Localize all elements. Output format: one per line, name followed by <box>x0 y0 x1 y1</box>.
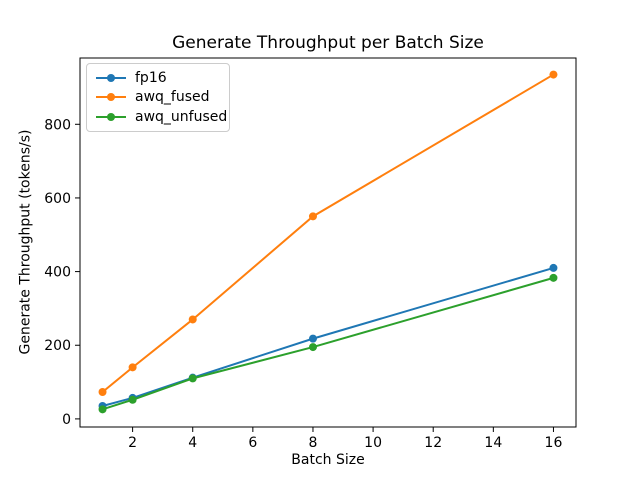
y-tick-label: 800 <box>44 117 71 133</box>
x-tick-label: 8 <box>309 435 318 451</box>
legend-label: awq_fused <box>135 89 210 106</box>
data-point-awq_unfused <box>128 395 137 404</box>
legend-label: awq_unfused <box>135 109 228 126</box>
axes-spines <box>79 57 577 428</box>
x-tick-label: 2 <box>128 435 137 451</box>
y-tick-label: 600 <box>44 191 71 207</box>
data-point-awq_fused <box>188 315 197 324</box>
x-tick-label: 16 <box>545 435 563 451</box>
legend-swatch-awq_unfused <box>96 113 126 122</box>
legend-marker-fp16 <box>107 73 115 82</box>
data-point-awq_fused <box>549 70 558 79</box>
x-tick-label: 6 <box>248 435 257 451</box>
x-tick-label: 12 <box>424 435 442 451</box>
x-tick-label: 10 <box>364 435 382 451</box>
data-point-awq_unfused <box>549 273 558 282</box>
data-point-fp16 <box>308 334 317 343</box>
legend-item-awq_unfused: awq_unfused <box>96 109 227 125</box>
data-point-awq_unfused <box>188 374 197 383</box>
chart-title: Generate Throughput per Batch Size <box>172 33 484 53</box>
x-axis-label: Batch Size <box>291 452 365 468</box>
legend: fp16 awq_fused awq_unfused <box>86 63 230 132</box>
data-point-awq_unfused <box>98 405 107 414</box>
data-point-awq_unfused <box>308 343 317 352</box>
y-tick-label: 400 <box>44 265 71 281</box>
legend-swatch-awq_fused <box>96 93 126 102</box>
data-point-awq_fused <box>308 212 317 221</box>
legend-label: fp16 <box>135 69 167 86</box>
legend-marker-awq_unfused <box>107 113 115 122</box>
y-axis-label: Generate Throughput (tokens/s) <box>17 129 34 355</box>
legend-item-fp16: fp16 <box>96 70 220 86</box>
legend-item-awq_fused: awq_fused <box>96 89 220 105</box>
data-point-awq_fused <box>128 363 137 372</box>
x-tick-label: 14 <box>484 435 502 451</box>
data-point-fp16 <box>549 263 558 272</box>
x-tick-label: 4 <box>188 435 197 451</box>
legend-swatch-fp16 <box>96 73 126 82</box>
y-tick-label: 200 <box>44 338 71 354</box>
legend-marker-awq_fused <box>107 93 115 102</box>
series-line-awq_unfused <box>102 276 554 411</box>
y-tick-label: 0 <box>62 412 71 428</box>
data-point-awq_fused <box>98 388 107 397</box>
